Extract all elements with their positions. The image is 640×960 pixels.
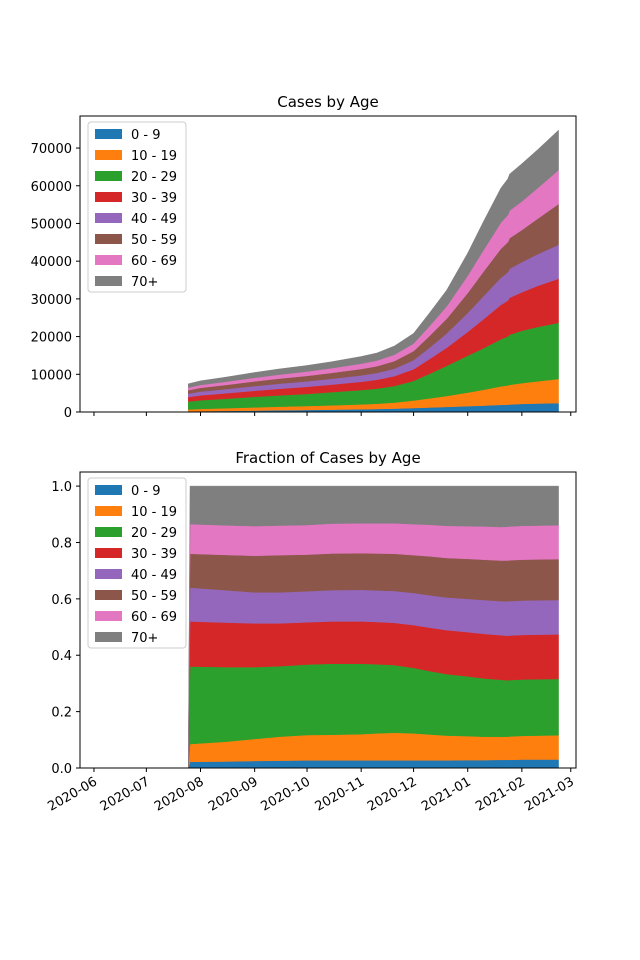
legend-label: 50 - 59 xyxy=(131,233,177,248)
y-tick-label: 40000 xyxy=(31,255,72,270)
legend-swatch xyxy=(95,506,122,516)
stacked-areas xyxy=(188,129,559,413)
legend-swatch xyxy=(95,213,122,223)
y-tick-label: 0 xyxy=(64,406,72,421)
legend-swatch xyxy=(95,171,122,181)
legend: 0 - 9 10 - 19 20 - 29 30 - 39 40 - 49 50 - 59… xyxy=(87,121,187,293)
legend-label: 60 - 69 xyxy=(131,610,177,625)
legend-label: 70+ xyxy=(131,275,158,290)
legend-label: 30 - 39 xyxy=(131,547,177,562)
y-tick-label: 30000 xyxy=(31,293,72,308)
legend-label: 10 - 19 xyxy=(131,149,177,164)
y-tick-label: 60000 xyxy=(31,180,72,195)
y-tick-label: 1.0 xyxy=(51,480,72,495)
legend-swatch xyxy=(95,150,122,160)
legend-label: 20 - 29 xyxy=(131,526,177,541)
legend-label: 30 - 39 xyxy=(131,191,177,206)
legend: 0 - 9 10 - 19 20 - 29 30 - 39 40 - 49 50 - 59… xyxy=(87,477,187,649)
legend-swatch xyxy=(95,234,122,244)
y-tick-label: 0.6 xyxy=(51,593,72,608)
y-tick-label: 0.8 xyxy=(51,536,72,551)
legend-label: 40 - 49 xyxy=(131,212,177,227)
chart-title: Fraction of Cases by Age xyxy=(235,449,420,467)
y-tick-label: 0.0 xyxy=(51,762,72,777)
y-axis: 0 10000 20000 30000 40000 50000 60000 70000 xyxy=(31,142,80,421)
legend-label: 0 - 9 xyxy=(131,484,161,499)
legend-swatch xyxy=(95,590,122,600)
legend-swatch xyxy=(95,485,122,495)
x-axis xyxy=(93,412,572,416)
legend-box xyxy=(87,121,187,293)
y-tick-label: 70000 xyxy=(31,142,72,157)
legend-label: 20 - 29 xyxy=(131,170,177,185)
legend-label: 40 - 49 xyxy=(131,568,177,583)
legend-swatch xyxy=(95,192,122,202)
plot-frame xyxy=(79,471,577,769)
legend-box xyxy=(87,477,187,649)
area-series-7 xyxy=(188,129,559,388)
legend-swatch xyxy=(95,632,122,642)
y-tick-label: 0.2 xyxy=(51,706,72,721)
plot-frame xyxy=(79,115,577,413)
legend-label: 50 - 59 xyxy=(131,589,177,604)
legend-swatch xyxy=(95,527,122,537)
y-tick-label: 20000 xyxy=(31,331,72,346)
legend-swatch xyxy=(95,255,122,265)
stacked-areas xyxy=(187,485,559,769)
legend-label: 10 - 19 xyxy=(131,505,177,520)
chart-cases-by-age: Cases by Age 0 10000 20000 30000 40000 50000 6… xyxy=(31,93,577,421)
y-tick-label: 50000 xyxy=(31,217,72,232)
legend-swatch xyxy=(95,129,122,139)
chart-title: Cases by Age xyxy=(277,93,378,111)
legend-label: 70+ xyxy=(131,631,158,646)
legend-label: 60 - 69 xyxy=(131,254,177,269)
legend-swatch xyxy=(95,276,122,286)
legend-swatch xyxy=(95,548,122,558)
legend-swatch xyxy=(95,569,122,579)
area-series-7 xyxy=(188,485,559,769)
y-tick-label: 0.4 xyxy=(51,649,72,664)
legend-swatch xyxy=(95,611,122,621)
legend-label: 0 - 9 xyxy=(131,128,161,143)
y-tick-label: 10000 xyxy=(31,368,72,383)
y-axis: 0.0 0.2 0.4 0.6 0.8 1.0 xyxy=(51,480,80,777)
